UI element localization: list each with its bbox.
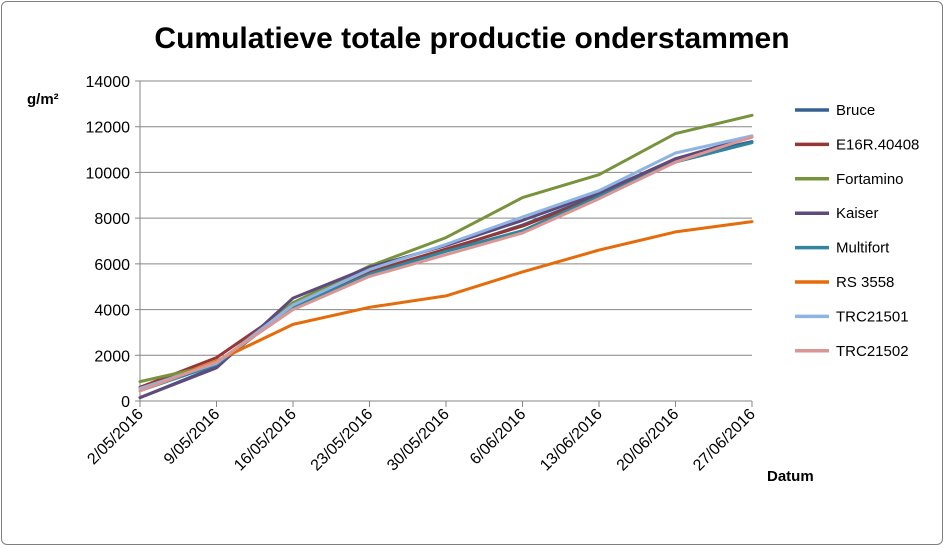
x-tick-label: 23/05/2016 <box>308 406 377 475</box>
y-tick-label: 8000 <box>94 211 130 228</box>
legend <box>782 90 936 375</box>
chart-title: Cumulatieve totale productie onderstamme… <box>154 22 789 55</box>
x-tick-label: 16/05/2016 <box>231 406 300 475</box>
y-tick-label: 0 <box>121 394 130 411</box>
legend-label: Bruce <box>836 102 875 119</box>
series-line-trc21502 <box>138 135 754 393</box>
series-line-bruce <box>138 140 754 400</box>
x-axis-ticks: 2/05/2016 9/05/2016 16/05/2016 23/05/2016 30… <box>84 401 759 475</box>
x-tick-label: 2/05/2016 <box>84 406 146 468</box>
y-tick-label: 12000 <box>86 120 131 137</box>
x-tick-label: 6/06/2016 <box>467 406 529 468</box>
x-axis-title: Datum <box>767 468 814 485</box>
y-axis-ticks: 0 2000 4000 6000 8000 10000 12000 14000 <box>86 74 140 411</box>
gridlines <box>140 80 752 356</box>
legend-label: Kaiser <box>836 205 879 222</box>
legend-label: Multifort <box>836 240 890 257</box>
series-lines <box>138 113 754 400</box>
series-line-rs-3558 <box>138 220 754 393</box>
legend-label: TRC21501 <box>836 308 909 325</box>
y-tick-label: 10000 <box>86 165 131 182</box>
y-tick-label: 14000 <box>86 74 131 91</box>
legend-label: Fortamino <box>836 171 904 188</box>
x-tick-label: 9/05/2016 <box>161 406 223 468</box>
legend-items: Bruce E16R.40408 Fortamino Kaiser Multifort R… <box>795 102 919 360</box>
y-axis-title: g/m² <box>27 91 59 108</box>
y-tick-label: 6000 <box>94 257 130 274</box>
x-tick-label: 27/06/2016 <box>690 406 759 475</box>
legend-label: RS 3558 <box>836 274 894 291</box>
series-line-kaiser <box>138 135 754 400</box>
x-tick-label: 20/06/2016 <box>614 406 683 475</box>
legend-label: TRC21502 <box>836 343 909 360</box>
legend-label: E16R.40408 <box>836 136 919 153</box>
y-tick-label: 2000 <box>94 348 130 365</box>
y-tick-label: 4000 <box>94 303 130 320</box>
x-tick-label: 13/06/2016 <box>537 406 606 475</box>
x-tick-label: 30/05/2016 <box>384 406 453 475</box>
